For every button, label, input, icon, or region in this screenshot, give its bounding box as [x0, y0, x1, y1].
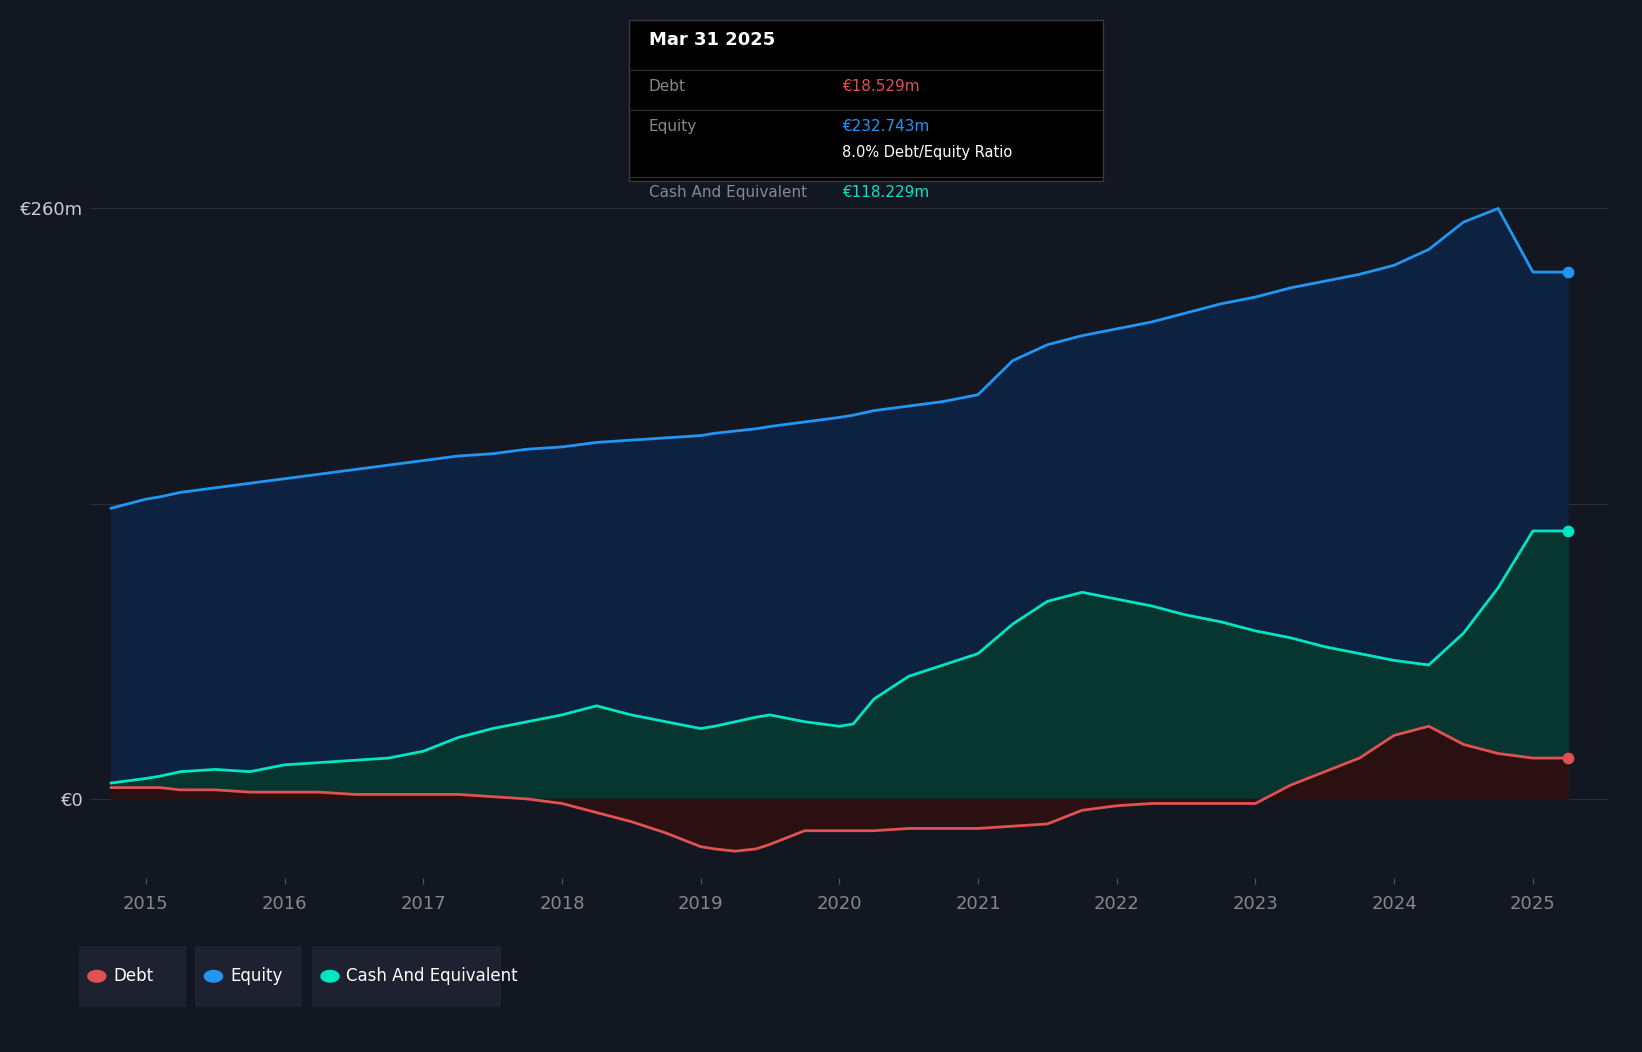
- Point: [1555, 523, 1581, 540]
- Text: Debt: Debt: [113, 967, 153, 986]
- Point: [1555, 750, 1581, 767]
- Text: Equity: Equity: [230, 967, 282, 986]
- Text: Equity: Equity: [649, 119, 696, 134]
- Text: €18.529m: €18.529m: [842, 79, 920, 94]
- Text: Cash And Equivalent: Cash And Equivalent: [649, 185, 806, 200]
- Text: Mar 31 2025: Mar 31 2025: [649, 31, 775, 48]
- Text: €232.743m: €232.743m: [842, 119, 929, 134]
- Text: 8.0% Debt/Equity Ratio: 8.0% Debt/Equity Ratio: [842, 145, 1013, 160]
- Point: [1555, 264, 1581, 281]
- Text: €118.229m: €118.229m: [842, 185, 929, 200]
- Text: Cash And Equivalent: Cash And Equivalent: [346, 967, 519, 986]
- Text: Debt: Debt: [649, 79, 686, 94]
